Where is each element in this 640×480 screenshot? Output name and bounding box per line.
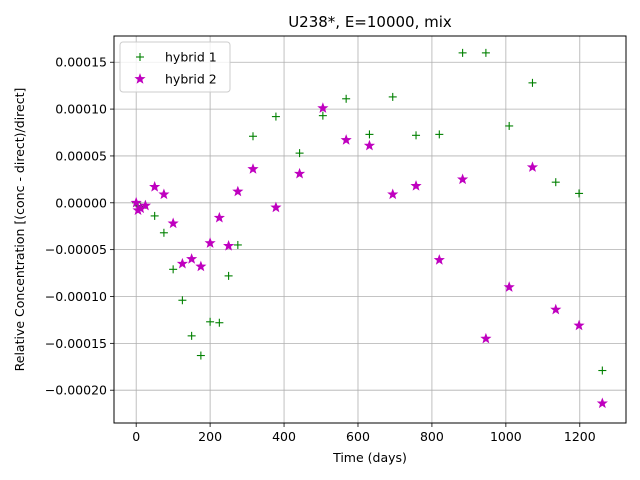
- x-tick-label: 1200: [564, 429, 596, 444]
- data-point: [206, 317, 215, 326]
- data-point: [294, 167, 306, 179]
- data-point: [387, 188, 399, 200]
- data-point: [159, 228, 168, 237]
- data-point: [551, 178, 560, 187]
- data-point: [232, 185, 244, 197]
- series-2: [130, 102, 608, 409]
- data-point: [196, 351, 205, 360]
- data-point: [317, 102, 329, 113]
- data-point: [130, 196, 142, 208]
- legend-entry: hybrid 1: [136, 50, 217, 65]
- x-tick-label: 200: [198, 429, 222, 444]
- y-axis-label: Relative Concentration [(conc - direct)/…: [12, 88, 27, 372]
- data-point: [340, 134, 352, 145]
- data-point: [178, 296, 187, 305]
- data-point: [435, 130, 444, 139]
- data-point: [528, 78, 537, 87]
- y-tick-label: −0.00020: [45, 383, 107, 398]
- x-tick-label: 1000: [490, 429, 522, 444]
- data-point: [481, 48, 490, 57]
- data-point: [213, 211, 225, 223]
- x-tick-label: 600: [346, 429, 370, 444]
- data-point: [505, 121, 514, 130]
- x-axis-ticks: 0 200 400 600 800 1000 1200: [132, 423, 596, 444]
- chart-title: U238*, E=10000, mix: [288, 13, 452, 31]
- data-point: [550, 303, 562, 315]
- y-tick-label: 0.00000: [55, 195, 107, 210]
- data-point: [233, 240, 242, 249]
- legend-entry: hybrid 2: [134, 72, 217, 87]
- plot-area-frame: [113, 35, 627, 424]
- legend-box: [119, 41, 231, 93]
- y-tick-label: −0.00005: [45, 242, 107, 257]
- y-tick-label: −0.00010: [45, 289, 107, 304]
- data-point: [503, 281, 515, 292]
- data-point: [150, 211, 159, 220]
- data-point: [224, 271, 233, 280]
- data-point: [139, 199, 151, 211]
- data-point: [573, 319, 585, 331]
- data-point: [575, 189, 584, 198]
- data-point: [204, 237, 216, 248]
- data-point: [169, 265, 178, 274]
- x-tick-label: 400: [272, 429, 296, 444]
- data-point: [295, 149, 304, 158]
- data-point: [215, 318, 224, 327]
- data-point: [270, 201, 282, 213]
- legend-label: hybrid 2: [165, 72, 217, 87]
- data-point: [412, 131, 421, 140]
- data-point: [457, 173, 469, 185]
- data-point: [149, 181, 161, 192]
- legend-marker: [136, 53, 144, 61]
- x-axis-label: Time (days): [332, 450, 407, 465]
- data-point: [433, 254, 445, 265]
- y-tick-label: 0.00010: [55, 102, 107, 117]
- data-point: [526, 161, 539, 172]
- data-point: [388, 92, 397, 101]
- data-point: [365, 130, 374, 139]
- data-point: [598, 366, 607, 375]
- legend: hybrid 1 hybrid 2: [119, 41, 231, 93]
- y-tick-label: −0.00015: [45, 336, 107, 351]
- legend-marker: [134, 73, 146, 84]
- data-point: [195, 260, 207, 272]
- data-point: [458, 48, 467, 57]
- grid-lines: [114, 36, 626, 423]
- data-point: [167, 217, 179, 229]
- data-point: [158, 188, 170, 200]
- data-point: [363, 139, 376, 151]
- data-point: [596, 397, 608, 409]
- y-tick-label: 0.00015: [55, 55, 107, 70]
- data-point: [176, 257, 188, 269]
- data-point: [186, 253, 198, 264]
- legend-label: hybrid 1: [165, 50, 217, 65]
- x-tick-label: 800: [420, 429, 444, 444]
- data-point: [410, 180, 422, 191]
- y-tick-label: 0.00005: [55, 148, 107, 163]
- data-points: [130, 48, 608, 409]
- data-point: [248, 132, 257, 141]
- data-point: [318, 111, 327, 120]
- y-axis-ticks: −0.00020 −0.00015 −0.00010 −0.00005 0.00000 0…: [45, 55, 114, 398]
- data-point: [480, 332, 492, 344]
- data-point: [342, 94, 351, 103]
- data-point: [271, 112, 280, 121]
- data-point: [223, 240, 235, 251]
- x-tick-label: 0: [132, 429, 140, 444]
- data-point: [187, 331, 196, 340]
- data-point: [247, 163, 259, 174]
